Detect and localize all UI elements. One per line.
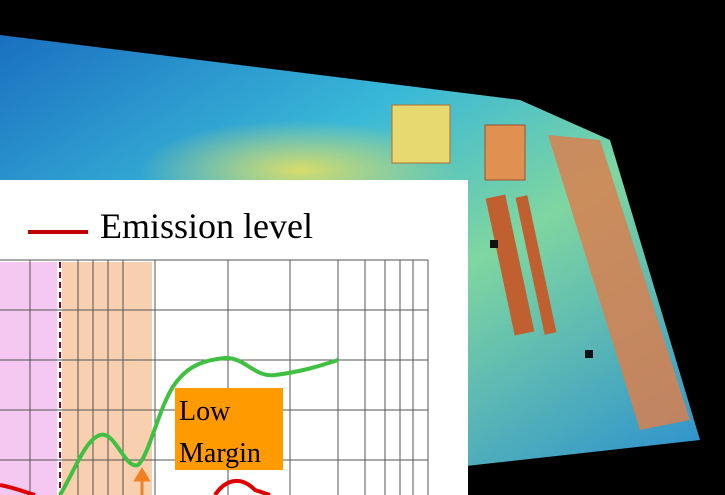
band-pink <box>0 262 57 495</box>
components <box>391 104 690 430</box>
annotation-line: Low <box>179 396 231 427</box>
margin-curve <box>58 355 339 495</box>
arrow <box>133 467 151 495</box>
annotation-line: Margin <box>179 438 261 469</box>
legend-label: Emission level <box>100 206 313 246</box>
annotation-box <box>175 388 283 470</box>
grid <box>0 259 429 495</box>
band-orange <box>62 262 152 495</box>
emission-peak <box>213 479 271 495</box>
emission-curve <box>0 483 36 495</box>
